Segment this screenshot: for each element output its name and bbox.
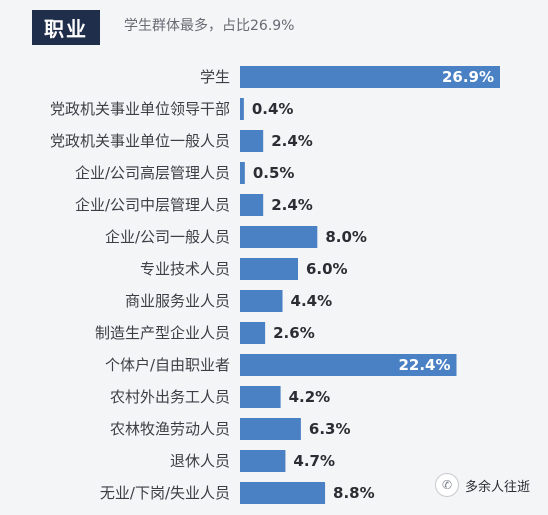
chart-subtitle: 学生群体最多，占比26.9% [124, 18, 295, 34]
bar [240, 290, 283, 312]
value-label: 6.0% [306, 260, 348, 278]
category-label: 学生 [200, 68, 230, 86]
bar [240, 386, 281, 408]
bar [240, 258, 298, 280]
value-label: 4.2% [289, 388, 331, 406]
bar [240, 98, 244, 120]
value-label: 8.8% [333, 484, 375, 502]
category-label: 专业技术人员 [140, 260, 230, 278]
value-label: 26.9% [442, 68, 494, 86]
watermark-text: 多余人往逝 [464, 479, 530, 495]
bar [240, 322, 266, 344]
bar [240, 194, 264, 216]
bar [240, 450, 286, 472]
bar [240, 354, 457, 376]
category-label: 农村外出务工人员 [110, 388, 230, 406]
bar [240, 130, 264, 152]
value-label: 8.0% [325, 228, 367, 246]
value-label: 0.4% [252, 100, 294, 118]
bar [240, 226, 318, 248]
category-label: 制造生产型企业人员 [95, 324, 230, 342]
value-label: 4.7% [293, 452, 335, 470]
value-label: 2.4% [271, 132, 313, 150]
chart-header: 职业 学生群体最多，占比26.9% [0, 0, 548, 46]
value-label: 0.5% [253, 164, 295, 182]
value-label: 2.6% [273, 324, 315, 342]
wechat-icon: ✆ [434, 473, 459, 497]
bar [240, 482, 326, 504]
value-label: 6.3% [309, 420, 351, 438]
category-label: 党政机关事业单位一般人员 [50, 132, 230, 150]
chart-title: 职业 [32, 10, 100, 45]
category-label: 企业/公司高层管理人员 [75, 164, 230, 182]
value-label: 22.4% [398, 356, 450, 374]
category-label: 无业/下岗/失业人员 [100, 484, 230, 502]
watermark: ✆ 多余人往逝 [434, 473, 530, 497]
category-label: 企业/公司一般人员 [105, 228, 230, 246]
bar [240, 66, 500, 88]
value-label: 4.4% [291, 292, 333, 310]
category-label: 退休人员 [170, 452, 230, 470]
bar [240, 418, 301, 440]
category-label: 个体户/自由职业者 [105, 356, 230, 374]
bar [240, 162, 245, 184]
category-label: 商业服务业人员 [125, 292, 230, 310]
category-label: 企业/公司中层管理人员 [75, 196, 230, 214]
category-label: 农林牧渔劳动人员 [110, 420, 230, 438]
value-label: 2.4% [271, 196, 313, 214]
category-label: 党政机关事业单位领导干部 [50, 100, 230, 118]
